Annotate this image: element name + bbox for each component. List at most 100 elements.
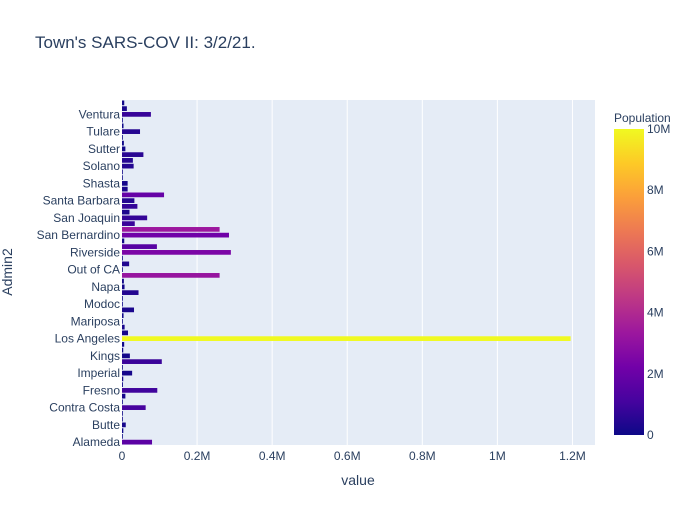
bar-amador xyxy=(122,428,124,433)
x-tick-label: 1.2M xyxy=(559,449,586,463)
bar-lake xyxy=(122,347,124,353)
bar-calaveras xyxy=(122,416,123,422)
y-tick-label: San Joaquin xyxy=(53,211,120,225)
bar-san-joaquin xyxy=(122,215,148,221)
bar-santa-cruz xyxy=(122,186,128,192)
y-tick-label: Solano xyxy=(83,159,121,173)
bar-colusa xyxy=(122,411,123,416)
x-tick-labels: 0 0.2M 0.4M 0.6M 0.8M 1M 1.2M xyxy=(119,449,586,463)
plot-area xyxy=(122,100,595,445)
colorbar-gradient xyxy=(614,129,644,435)
y-tick-labels: Alameda Butte Contra Costa Fresno Imperial Ki… xyxy=(37,107,121,449)
bar-el-dorado xyxy=(122,393,126,399)
bar-lassen xyxy=(122,342,125,347)
y-tick-label: Riverside xyxy=(70,245,120,259)
bar-alpine xyxy=(122,434,123,439)
bar-san-mateo xyxy=(122,204,138,209)
y-axis-title: Admin2 xyxy=(0,248,15,296)
bar-mendocino xyxy=(122,313,124,318)
bar-napa xyxy=(122,284,125,290)
y-tick-label: Imperial xyxy=(77,366,120,380)
bar-humboldt xyxy=(122,376,124,382)
x-gridlines xyxy=(196,100,573,445)
bar-marin xyxy=(122,324,125,330)
x-axis-title: value xyxy=(341,472,375,488)
bar-fresno xyxy=(122,388,158,393)
bar-san-benito xyxy=(122,238,125,244)
chart-title: Town's SARS-COV II: 3/2/21. xyxy=(35,33,256,52)
y-tick-label: Napa xyxy=(91,280,120,294)
bar-unassigned xyxy=(122,117,123,123)
y-tick-label: Ventura xyxy=(79,107,121,121)
bar-siskiyou xyxy=(122,169,123,175)
bar-tuolumne xyxy=(122,123,124,129)
x-tick-label: 0.4M xyxy=(259,449,286,463)
bar-contra-costa xyxy=(122,405,146,410)
bar-butte xyxy=(122,422,126,428)
bar-yuba xyxy=(122,100,125,106)
bar-sutter xyxy=(122,146,126,152)
bar-glenn xyxy=(122,382,123,387)
colorbar-tick-label: 10M xyxy=(647,122,670,136)
bar-kings xyxy=(122,353,130,359)
bar-inyo xyxy=(122,365,123,370)
bar-monterey xyxy=(122,290,139,295)
bar-los-angeles xyxy=(122,336,571,341)
bar-solano xyxy=(122,163,134,169)
colorbar-tick-label: 8M xyxy=(647,183,664,197)
bar-santa-clara xyxy=(122,192,165,198)
bar-trinity xyxy=(122,135,123,140)
bar-imperial xyxy=(122,370,133,376)
bar-san-francisco xyxy=(122,221,135,226)
bar-stanislaus xyxy=(122,152,144,157)
bar-orange xyxy=(122,273,220,278)
x-tick-label: 0 xyxy=(119,449,126,463)
bar-sonoma xyxy=(122,158,133,163)
bar-sierra xyxy=(122,175,123,180)
bar-shasta xyxy=(122,181,128,186)
bars xyxy=(122,100,571,445)
bar-yolo xyxy=(122,106,127,111)
bar-san-bernardino xyxy=(122,232,229,238)
bar-mono xyxy=(122,296,123,301)
colorbar-tick-label: 6M xyxy=(647,244,664,258)
x-tick-label: 0.8M xyxy=(409,449,436,463)
colorbar: Population 0 2M 4M 6M 8M 10M xyxy=(614,111,671,442)
bar-madera xyxy=(122,330,129,336)
bar-placer xyxy=(122,261,130,267)
y-tick-label: Mariposa xyxy=(71,314,121,328)
y-tick-label: Shasta xyxy=(83,176,121,190)
colorbar-tick-label: 0 xyxy=(647,428,654,442)
y-tick-label: Modoc xyxy=(84,297,120,311)
y-tick-label: Contra Costa xyxy=(49,401,120,415)
bar-nevada xyxy=(122,278,124,284)
bar-riverside xyxy=(122,250,231,255)
y-tick-label: Tulare xyxy=(86,125,120,139)
bar-plumas xyxy=(122,255,123,261)
bar-del-norte xyxy=(122,399,123,405)
y-tick-label: Kings xyxy=(90,349,120,363)
bar-alameda xyxy=(122,439,153,445)
bar-mariposa xyxy=(122,319,123,324)
bar-ventura xyxy=(122,112,151,117)
y-tick-label: Santa Barbara xyxy=(43,194,121,208)
colorbar-tick-label: 2M xyxy=(647,367,664,381)
y-tick-label: Butte xyxy=(92,418,120,432)
bar-kern xyxy=(122,359,162,364)
colorbar-tick-label: 4M xyxy=(647,306,664,320)
colorbar-title: Population xyxy=(614,111,671,125)
y-tick-label: Alameda xyxy=(73,435,121,449)
bar-tulare xyxy=(122,129,141,134)
y-tick-label: Out of CA xyxy=(67,263,120,277)
bar-sacramento xyxy=(122,244,157,249)
bar-merced xyxy=(122,307,135,313)
x-tick-label: 1M xyxy=(489,449,506,463)
bar-san-diego xyxy=(122,227,220,232)
y-tick-label: Fresno xyxy=(83,383,121,397)
y-tick-label: San Bernardino xyxy=(37,228,121,242)
bar-out-of-ca xyxy=(122,267,123,272)
bar-tehama xyxy=(122,140,124,146)
bar-san-luis-obispo xyxy=(122,209,130,215)
